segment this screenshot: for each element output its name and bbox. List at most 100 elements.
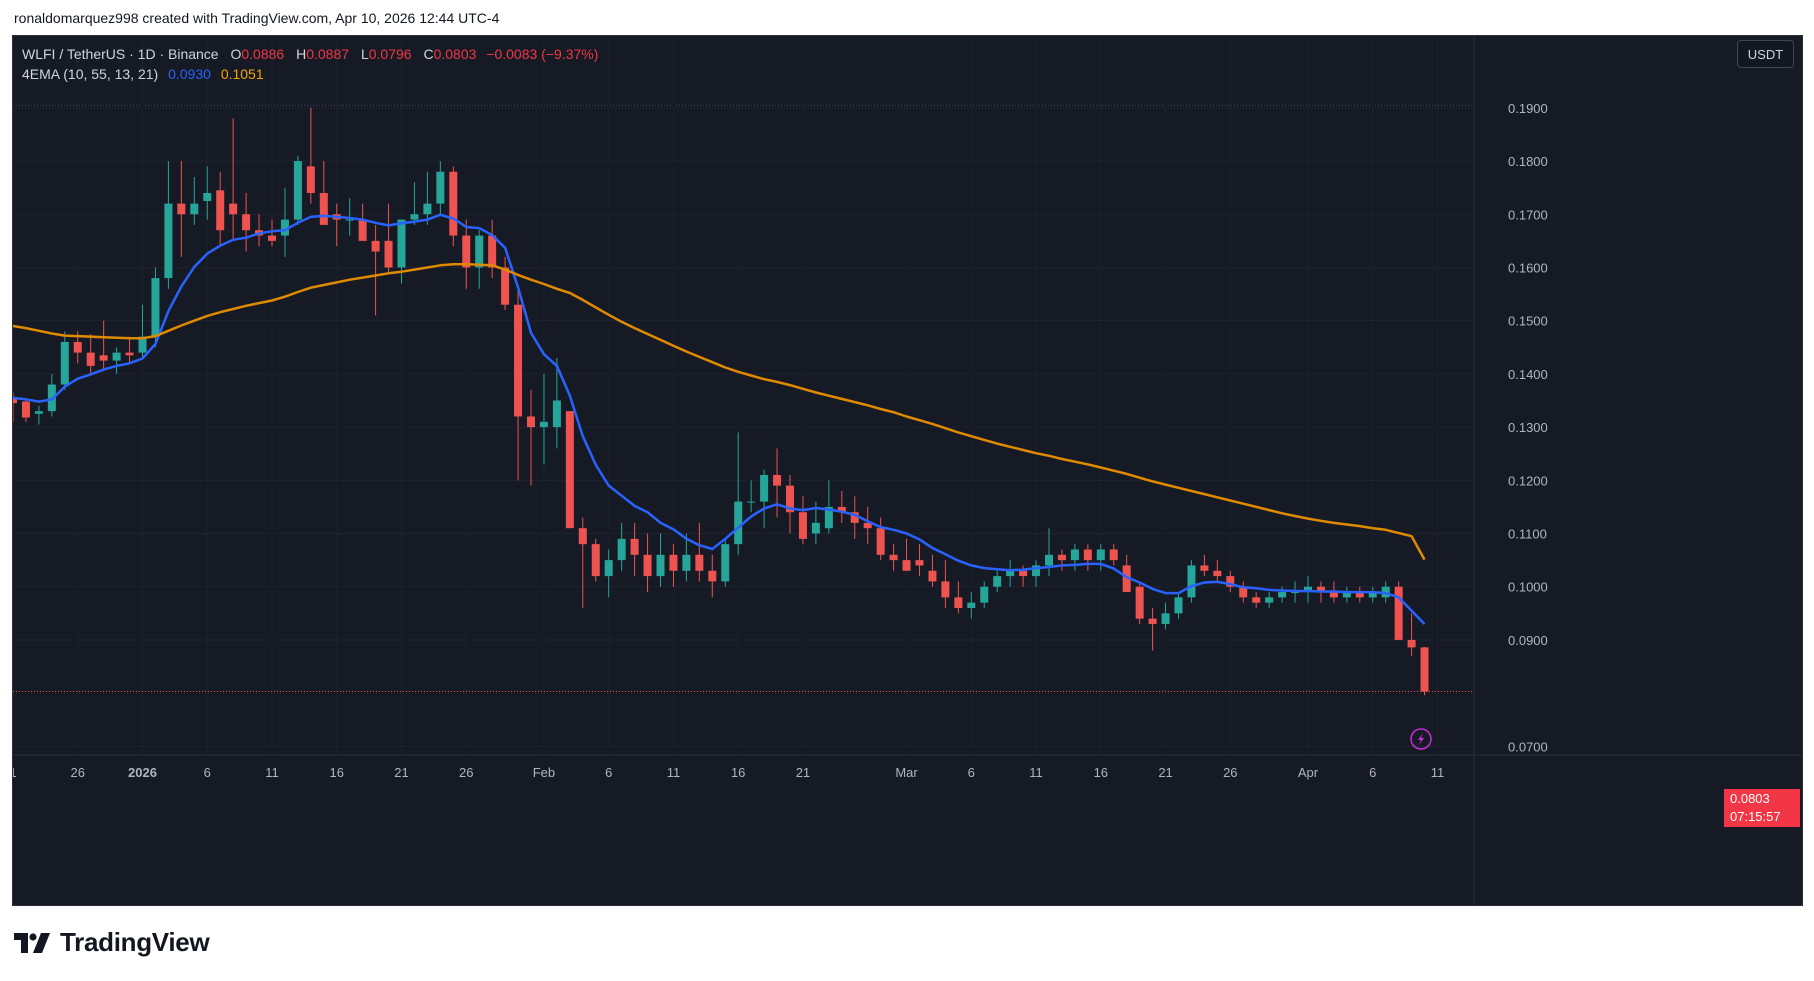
candle-body (630, 538, 639, 555)
x-tick-label: 21 (394, 765, 408, 780)
candle (397, 219, 406, 284)
y-tick-label: 0.0900 (1508, 633, 1548, 648)
x-tick-label: 11 (667, 765, 681, 780)
candle-body (1161, 613, 1170, 624)
candle-body (1135, 586, 1144, 619)
candle (410, 182, 419, 225)
x-tick-label: 11 (1029, 765, 1043, 780)
candle (34, 405, 43, 425)
candle-body (21, 401, 30, 418)
candle-body (280, 219, 289, 236)
candle (151, 267, 160, 348)
candle-body (527, 416, 535, 428)
candle (915, 544, 924, 577)
x-tick-label: 26 (459, 765, 473, 780)
legend-change: −0.0083 (−9.37%) (486, 46, 599, 62)
candle (164, 161, 173, 289)
legend-open: 0.0886 (241, 46, 285, 62)
candle-body (1368, 592, 1377, 598)
candle (902, 538, 911, 571)
candle-body (591, 544, 600, 577)
candle (1355, 586, 1364, 603)
candle (1109, 544, 1118, 566)
candle (1070, 544, 1079, 571)
candle-body (86, 352, 95, 366)
candle (462, 219, 471, 289)
candle-body (112, 352, 121, 361)
candle (682, 533, 691, 582)
candle (630, 522, 639, 577)
candle-body (73, 341, 82, 353)
candle (268, 219, 276, 247)
candle (552, 357, 561, 449)
candle-body (306, 166, 315, 193)
candle-body (915, 560, 924, 566)
candle (565, 411, 574, 529)
candle-body (928, 570, 937, 582)
candle (527, 389, 535, 486)
candle (1096, 544, 1105, 571)
candle (21, 399, 30, 422)
x-tick-label: 26 (71, 765, 85, 780)
candlestick-chart[interactable]: 0.1900 0.1800 0.1700 0.1600 0.1500 0.1400 0.13… (13, 36, 1802, 905)
candle-body (1278, 592, 1287, 598)
candle-body (993, 576, 1002, 587)
candle-body (1045, 554, 1053, 566)
candle (941, 560, 950, 609)
candle (928, 554, 937, 587)
legend-ema-slow-value: 0.1051 (220, 66, 264, 82)
candle (876, 517, 885, 561)
candle (669, 544, 678, 587)
candle (293, 155, 302, 225)
x-tick-label: 6 (204, 765, 211, 780)
candle (850, 496, 859, 539)
candle (99, 320, 108, 372)
candle (1200, 554, 1209, 577)
x-tick-label: 6 (605, 765, 612, 780)
candle-body (1420, 647, 1429, 692)
x-tick-label: 21 (1158, 765, 1172, 780)
candle (1239, 581, 1248, 603)
candle-body (656, 554, 665, 577)
currency-button[interactable]: USDT (1737, 40, 1794, 68)
candle (190, 177, 199, 225)
candle-body (967, 602, 976, 609)
candle-body (1226, 576, 1235, 587)
candle-body (617, 538, 626, 561)
candle-body (1407, 639, 1416, 648)
candle (1135, 581, 1144, 624)
candle-body (1148, 618, 1157, 624)
x-tick-label: 21 (796, 765, 810, 780)
candle-body (734, 501, 743, 545)
candle (501, 256, 510, 311)
tradingview-logo[interactable]: TradingView (14, 927, 210, 958)
candle (786, 474, 794, 534)
legend-indicator[interactable]: 4EMA (10, 55, 13, 21) (22, 66, 159, 82)
candle-body (578, 528, 587, 545)
candle-body (138, 336, 147, 353)
candle (1006, 560, 1015, 587)
chart-legend: WLFI / TetherUS · 1D · Binance O0.0886 H… (22, 44, 598, 84)
chart-area[interactable]: 0.1900 0.1800 0.1700 0.1600 0.1500 0.1400 0.13… (12, 35, 1803, 906)
candle (889, 544, 898, 571)
candle-body (837, 506, 846, 513)
candle-body (462, 235, 471, 268)
candle (475, 230, 484, 289)
candle-body (721, 544, 730, 582)
candle (643, 533, 652, 593)
candle-body (786, 485, 794, 513)
legend-symbol[interactable]: WLFI / TetherUS · 1D · Binance (22, 46, 219, 62)
x-tick-label: 26 (1223, 765, 1237, 780)
candle-body (13, 397, 17, 404)
candle (824, 480, 833, 534)
candle (384, 203, 393, 273)
candle (1226, 570, 1235, 593)
candle-body (1006, 570, 1015, 577)
candle-body (475, 235, 484, 268)
candle-body (863, 522, 872, 529)
candle (747, 480, 756, 513)
candle (1174, 592, 1183, 619)
legend-ema-fast-value: 0.0930 (168, 66, 211, 82)
candle-body (319, 192, 328, 225)
candle (604, 549, 613, 598)
